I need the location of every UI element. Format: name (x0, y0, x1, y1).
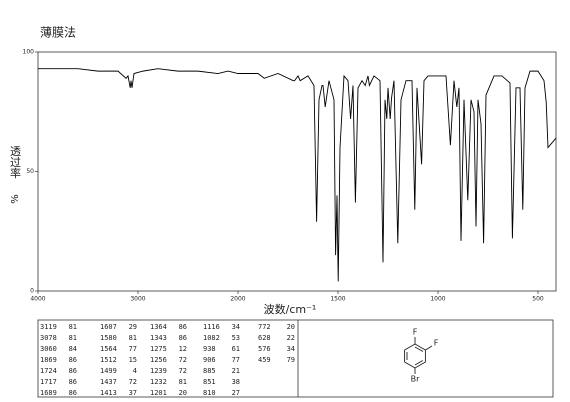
peak-wavenumber: 1256 (150, 356, 167, 364)
peak-wavenumber: 1580 (100, 334, 117, 342)
plot-frame (37, 51, 557, 292)
peak-wavenumber: 3119 (40, 323, 57, 331)
peak-transmittance: 86 (179, 334, 187, 342)
peak-wavenumber: 772 (258, 323, 271, 331)
peak-wavenumber: 885 (203, 367, 216, 375)
x-tick-label: 4000 (30, 296, 45, 303)
y-axis-unit: % (10, 194, 21, 204)
peak-wavenumber: 3078 (40, 334, 57, 342)
y-tick-label: 0 (30, 288, 34, 295)
peak-wavenumber: 1437 (100, 378, 117, 386)
peak-transmittance: 81 (69, 323, 77, 331)
peak-transmittance: 37 (129, 389, 137, 397)
peak-wavenumber: 1499 (100, 367, 117, 375)
peak-wavenumber: 1239 (150, 367, 167, 375)
peak-transmittance: 81 (129, 334, 137, 342)
atom-label: Br (411, 375, 420, 384)
y-tick-label: 50 (26, 168, 34, 175)
peak-transmittance: 79 (287, 356, 295, 364)
peak-wavenumber: 3060 (40, 345, 57, 353)
peak-transmittance: 84 (69, 345, 77, 353)
peak-wavenumber: 459 (258, 356, 271, 364)
peak-wavenumber: 906 (203, 356, 216, 364)
peak-transmittance: 81 (179, 378, 187, 386)
peak-transmittance: 86 (179, 323, 187, 331)
peak-wavenumber: 1869 (40, 356, 57, 364)
peak-transmittance: 34 (232, 323, 240, 331)
peak-transmittance: 53 (232, 334, 240, 342)
atom-label: F (413, 328, 418, 337)
x-tick-label: 500 (532, 296, 544, 303)
peak-transmittance: 61 (232, 345, 240, 353)
x-tick-label: 3000 (130, 296, 145, 303)
peak-wavenumber: 1607 (100, 323, 117, 331)
peak-transmittance: 72 (129, 378, 137, 386)
peak-transmittance: 21 (232, 367, 240, 375)
peak-wavenumber: 1717 (40, 378, 57, 386)
peak-transmittance: 15 (129, 356, 137, 364)
peak-wavenumber: 1724 (40, 367, 57, 375)
peak-transmittance: 86 (69, 378, 77, 386)
peak-transmittance: 22 (287, 334, 295, 342)
peak-wavenumber: 1343 (150, 334, 167, 342)
x-tick-label: 2000 (230, 296, 245, 303)
y-tick-label: 100 (23, 49, 35, 56)
peak-wavenumber: 1201 (150, 389, 167, 397)
peak-transmittance: 81 (69, 334, 77, 342)
peak-wavenumber: 851 (203, 378, 216, 386)
x-tick-label: 1500 (330, 296, 345, 303)
peak-wavenumber: 1116 (203, 323, 220, 331)
structure (404, 337, 433, 374)
peak-transmittance: 86 (69, 356, 77, 364)
peak-wavenumber: 1364 (150, 323, 167, 331)
peak-transmittance: 86 (69, 389, 77, 397)
peak-transmittance: 20 (179, 389, 187, 397)
x-axis-label: 波数/cm⁻¹ (264, 303, 317, 316)
peak-wavenumber: 1512 (100, 356, 117, 364)
peak-wavenumber: 938 (203, 345, 216, 353)
spectrum-line (38, 68, 557, 282)
peak-wavenumber: 1689 (40, 389, 57, 397)
peak-transmittance: 77 (129, 345, 137, 353)
atom-label: F (434, 339, 439, 348)
peak-transmittance: 38 (232, 378, 240, 386)
peak-wavenumber: 1275 (150, 345, 167, 353)
peak-transmittance: 86 (69, 367, 77, 375)
peak-wavenumber: 576 (258, 345, 271, 353)
peak-transmittance: 29 (129, 323, 137, 331)
peak-transmittance: 77 (232, 356, 240, 364)
peak-table-frame (37, 319, 554, 398)
x-tick-label: 1000 (430, 296, 445, 303)
peak-transmittance: 72 (179, 356, 187, 364)
peak-wavenumber: 628 (258, 334, 271, 342)
peak-transmittance: 27 (232, 389, 240, 397)
peak-transmittance: 4 (133, 367, 137, 375)
chart-title: 薄膜法 (40, 25, 76, 40)
peak-wavenumber: 810 (203, 389, 216, 397)
peak-wavenumber: 1232 (150, 378, 167, 386)
peak-wavenumber: 1413 (100, 389, 117, 397)
y-axis-label: 透过率 (9, 145, 22, 179)
peak-wavenumber: 1082 (203, 334, 220, 342)
peak-transmittance: 20 (287, 323, 295, 331)
peak-transmittance: 72 (179, 367, 187, 375)
peak-transmittance: 12 (179, 345, 187, 353)
peak-transmittance: 34 (287, 345, 295, 353)
peak-wavenumber: 1564 (100, 345, 117, 353)
